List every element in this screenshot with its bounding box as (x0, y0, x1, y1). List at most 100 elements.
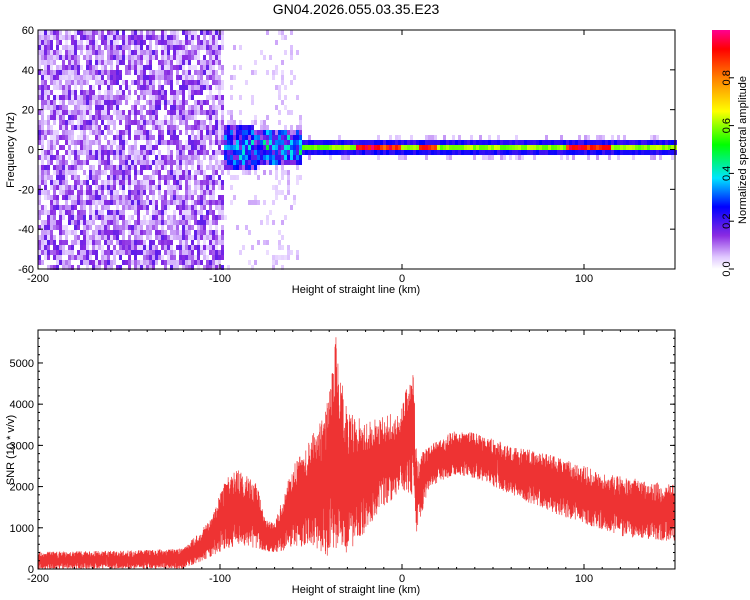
spectrogram-cell (41, 30, 44, 35)
spectrogram-cell (272, 155, 275, 160)
spectrogram-cell (98, 115, 101, 120)
spectrogram-cell (71, 130, 74, 135)
spectrogram-cell (152, 135, 155, 140)
spectrogram-cell (101, 215, 104, 220)
spectrogram-cell (308, 145, 311, 150)
spectrogram-cell (110, 145, 113, 150)
spectrogram-cell (176, 260, 179, 265)
spectrogram-cell (173, 260, 176, 265)
spectrogram-cell (131, 105, 134, 110)
spectrogram-cell (173, 125, 176, 130)
spectrogram-cell (74, 195, 77, 200)
spectrogram-cell (80, 160, 83, 165)
spectrogram-cell (593, 140, 596, 145)
spectrogram-cell (95, 50, 98, 55)
spectrogram-cell (200, 170, 203, 175)
spectrogram-cell (260, 220, 263, 225)
spectrogram-cell (134, 135, 137, 140)
spectrogram-cell (191, 130, 194, 135)
spectrogram-cell (254, 170, 257, 175)
spectrogram-cell (92, 140, 95, 145)
spectrogram-cell (251, 155, 254, 160)
spectrogram-cell (167, 250, 170, 255)
spectrogram-cell (599, 135, 602, 140)
spectrogram-cell (185, 205, 188, 210)
spectrogram-cell (203, 195, 206, 200)
spectrogram-cell (131, 240, 134, 245)
spectrogram-cell (80, 260, 83, 265)
spectrogram-cell (47, 145, 50, 150)
spectrogram-cell (182, 195, 185, 200)
spectrogram-cell (290, 145, 293, 150)
spectrogram-cell (233, 160, 236, 165)
spectrogram-cell (59, 245, 62, 250)
spectrogram-cell (107, 145, 110, 150)
spectrogram-cell (206, 165, 209, 170)
spectrogram-cell (152, 170, 155, 175)
spectrogram-cell (53, 35, 56, 40)
spectrogram-cell (206, 255, 209, 260)
spectrogram-cell (155, 75, 158, 80)
spectrogram-cell (665, 140, 668, 145)
spectrogram-cell (290, 250, 293, 255)
spectrogram-cell (92, 265, 95, 270)
spectrogram-cell (392, 150, 395, 155)
spectrogram-xlabel: Height of straight line (km) (292, 284, 420, 296)
spectrogram-cell (167, 155, 170, 160)
spectrogram-cell (155, 245, 158, 250)
spectrogram-cell (62, 210, 65, 215)
spectrogram-cell (560, 135, 563, 140)
spectrogram-cell (134, 230, 137, 235)
spectrogram-cell (110, 240, 113, 245)
spectrogram-cell (167, 205, 170, 210)
spectrogram-cell (122, 150, 125, 155)
spectrogram-cell (572, 155, 575, 160)
spectrogram-cell (116, 110, 119, 115)
spectrogram-cell (137, 230, 140, 235)
spectrogram-cell (137, 155, 140, 160)
spectrogram-cell (98, 30, 101, 35)
spectrogram-cell (158, 40, 161, 45)
spectrogram-cell (263, 140, 266, 145)
spectrogram-cell (86, 65, 89, 70)
spectrogram-cell (245, 135, 248, 140)
spectrogram-cell (137, 180, 140, 185)
spectrogram-cell (212, 100, 215, 105)
spectrogram-cell (206, 100, 209, 105)
spectrogram-cell (170, 170, 173, 175)
spectrogram-cell (350, 140, 353, 145)
spectrogram-cell (50, 130, 53, 135)
spectrogram-cell (488, 155, 491, 160)
spectrogram-cell (86, 60, 89, 65)
spectrogram-cell (65, 195, 68, 200)
spectrogram-cell (182, 40, 185, 45)
spectrogram-cell (122, 185, 125, 190)
snr-series (37, 337, 676, 569)
spectrogram-cell (101, 220, 104, 225)
spectrogram-cell (83, 230, 86, 235)
spectrogram-cell (104, 200, 107, 205)
spectrogram-cell (98, 45, 101, 50)
spectrogram-cell (164, 55, 167, 60)
spectrogram-cell (179, 215, 182, 220)
spectrogram-cell (158, 90, 161, 95)
spectrogram-cell (434, 150, 437, 155)
spectrogram-cell (485, 145, 488, 150)
spectrogram-cell (74, 225, 77, 230)
spectrogram-cell (152, 125, 155, 130)
spectrogram-cell (104, 40, 107, 45)
spectrogram-cell (74, 65, 77, 70)
spectrogram-cell (65, 150, 68, 155)
spectrogram-cell (50, 235, 53, 240)
spectrogram-cell (77, 200, 80, 205)
spectrogram-cell (275, 70, 278, 75)
spectrogram-cell (146, 30, 149, 35)
spectrogram-cell (116, 205, 119, 210)
spectrogram-cell (449, 140, 452, 145)
spectrogram-cell (578, 140, 581, 145)
spectrogram-cell (188, 125, 191, 130)
spectrogram-cell (185, 230, 188, 235)
spectrogram-cell (86, 240, 89, 245)
spectrogram-cell (164, 45, 167, 50)
spectrogram-cell (164, 195, 167, 200)
